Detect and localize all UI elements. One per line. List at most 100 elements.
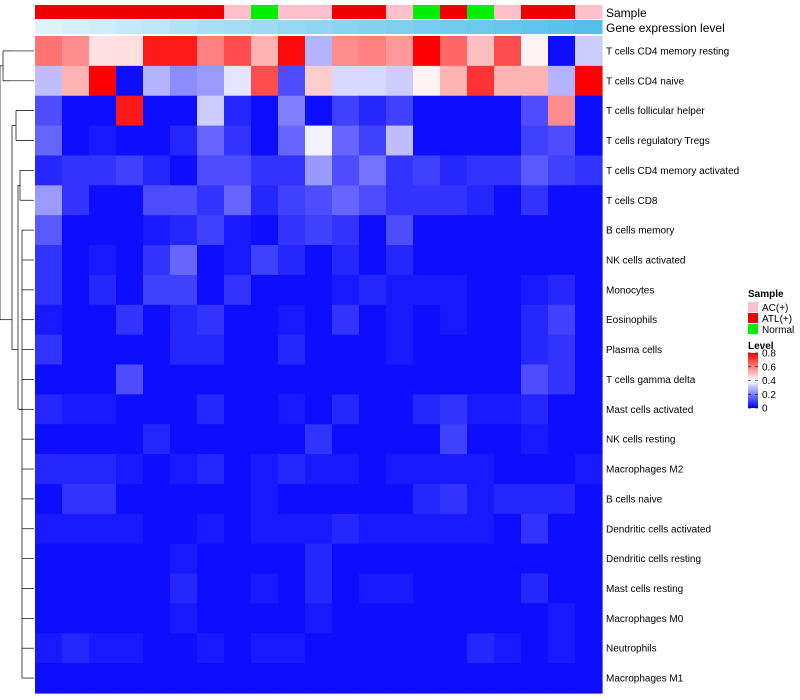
heatmap-cell	[332, 334, 360, 366]
heatmap-cell	[494, 364, 522, 395]
sample-annotation-cell	[35, 5, 63, 19]
heatmap-cell	[521, 483, 549, 515]
heatmap-cell	[224, 245, 252, 276]
sample-annotation-cell	[224, 5, 252, 19]
heatmap-cell	[143, 603, 171, 634]
heatmap-cell	[278, 155, 306, 186]
heatmap-cell	[89, 95, 117, 127]
heatmap-cell	[494, 394, 522, 425]
row-label: T cells CD4 memory activated	[606, 166, 739, 177]
gene-expression-cell	[467, 20, 495, 34]
heatmap-cell	[170, 36, 198, 67]
heatmap-cell	[494, 155, 522, 186]
heatmap-cell	[575, 483, 603, 515]
heatmap-cell	[386, 424, 414, 455]
heatmap-cell	[494, 304, 522, 336]
heatmap-cell	[305, 543, 333, 575]
heatmap-cell	[440, 65, 468, 97]
row-label: NK cells activated	[606, 255, 685, 266]
sample-annotation-cell	[332, 5, 360, 19]
heatmap-cell	[413, 364, 441, 395]
heatmap-cell	[440, 334, 468, 366]
sample-legend-label: ATL(+)	[762, 314, 792, 325]
gene-expression-cell	[386, 20, 414, 34]
heatmap-cell	[35, 364, 63, 395]
heatmap-cell	[386, 334, 414, 366]
heatmap-cell	[467, 155, 495, 186]
heatmap-cell	[494, 483, 522, 515]
heatmap-cell	[386, 543, 414, 575]
heatmap-cell	[89, 543, 117, 575]
heatmap-cell	[116, 543, 144, 575]
heatmap-cell	[413, 513, 441, 545]
heatmap-cell	[251, 245, 279, 276]
row-label: Macrophages M2	[606, 465, 684, 476]
heatmap-cell	[116, 36, 144, 67]
gene-expression-cell	[494, 20, 522, 34]
heatmap-cell	[89, 125, 117, 157]
heatmap-cell	[62, 603, 90, 634]
sample-legend-label: Normal	[762, 325, 794, 336]
heatmap-cell	[521, 245, 549, 276]
heatmap-cell	[143, 364, 171, 395]
heatmap-cell	[386, 454, 414, 485]
level-legend-gradient	[748, 353, 758, 408]
heatmap-cell	[467, 633, 495, 664]
level-legend-tick-label: 0.2	[762, 390, 776, 401]
heatmap-cell	[116, 483, 144, 515]
heatmap-cell	[143, 573, 171, 605]
heatmap-cell	[413, 155, 441, 186]
heatmap-cell	[575, 633, 603, 664]
row-label: Dendritic cells resting	[606, 554, 701, 565]
heatmap-cell	[170, 364, 198, 395]
heatmap-cell	[116, 155, 144, 186]
heatmap-cell	[359, 663, 387, 694]
heatmap-cell	[575, 215, 603, 246]
heatmap-cell	[359, 603, 387, 634]
heatmap-cell	[386, 65, 414, 97]
heatmap-cell	[62, 364, 90, 395]
heatmap-cell	[170, 215, 198, 246]
sample-annotation-cell	[575, 5, 603, 19]
heatmap-cell	[224, 36, 252, 67]
heatmap-cell	[197, 215, 225, 246]
heatmap-cell	[548, 274, 576, 306]
heatmap-cell	[62, 245, 90, 276]
gene-expression-cell	[89, 20, 117, 34]
heatmap-cell	[116, 454, 144, 485]
heatmap-cell	[548, 155, 576, 186]
heatmap-cell	[359, 65, 387, 97]
heatmap-cell	[224, 633, 252, 664]
heatmap-cell	[575, 513, 603, 545]
heatmap-cell	[440, 274, 468, 306]
sample-annotation-cell	[170, 5, 198, 19]
sample-annotation-cell	[143, 5, 171, 19]
heatmap-cell	[170, 185, 198, 216]
heatmap-cell	[467, 334, 495, 366]
heatmap-cell	[413, 304, 441, 336]
heatmap-cell	[359, 155, 387, 186]
heatmap-cell	[170, 543, 198, 575]
heatmap-cell	[35, 603, 63, 634]
heatmap-cell	[521, 334, 549, 366]
heatmap-cell	[494, 185, 522, 216]
heatmap-cell	[575, 603, 603, 634]
heatmap-cell	[440, 245, 468, 276]
heatmap-cell	[332, 245, 360, 276]
heatmap-cell	[89, 215, 117, 246]
heatmap-cell	[89, 334, 117, 366]
heatmap-cell	[575, 573, 603, 605]
heatmap-cell	[332, 215, 360, 246]
heatmap-cell	[251, 454, 279, 485]
heatmap-cell	[89, 364, 117, 395]
heatmap-cell	[35, 334, 63, 366]
sample-annotation-cell	[413, 5, 441, 19]
heatmap-cell	[35, 65, 63, 97]
heatmap-cell	[116, 125, 144, 157]
heatmap-cell	[413, 334, 441, 366]
heatmap-cell	[521, 543, 549, 575]
heatmap-cell	[143, 663, 171, 694]
heatmap-cell	[35, 663, 63, 694]
heatmap-cell	[89, 274, 117, 306]
heatmap-cell	[251, 513, 279, 545]
